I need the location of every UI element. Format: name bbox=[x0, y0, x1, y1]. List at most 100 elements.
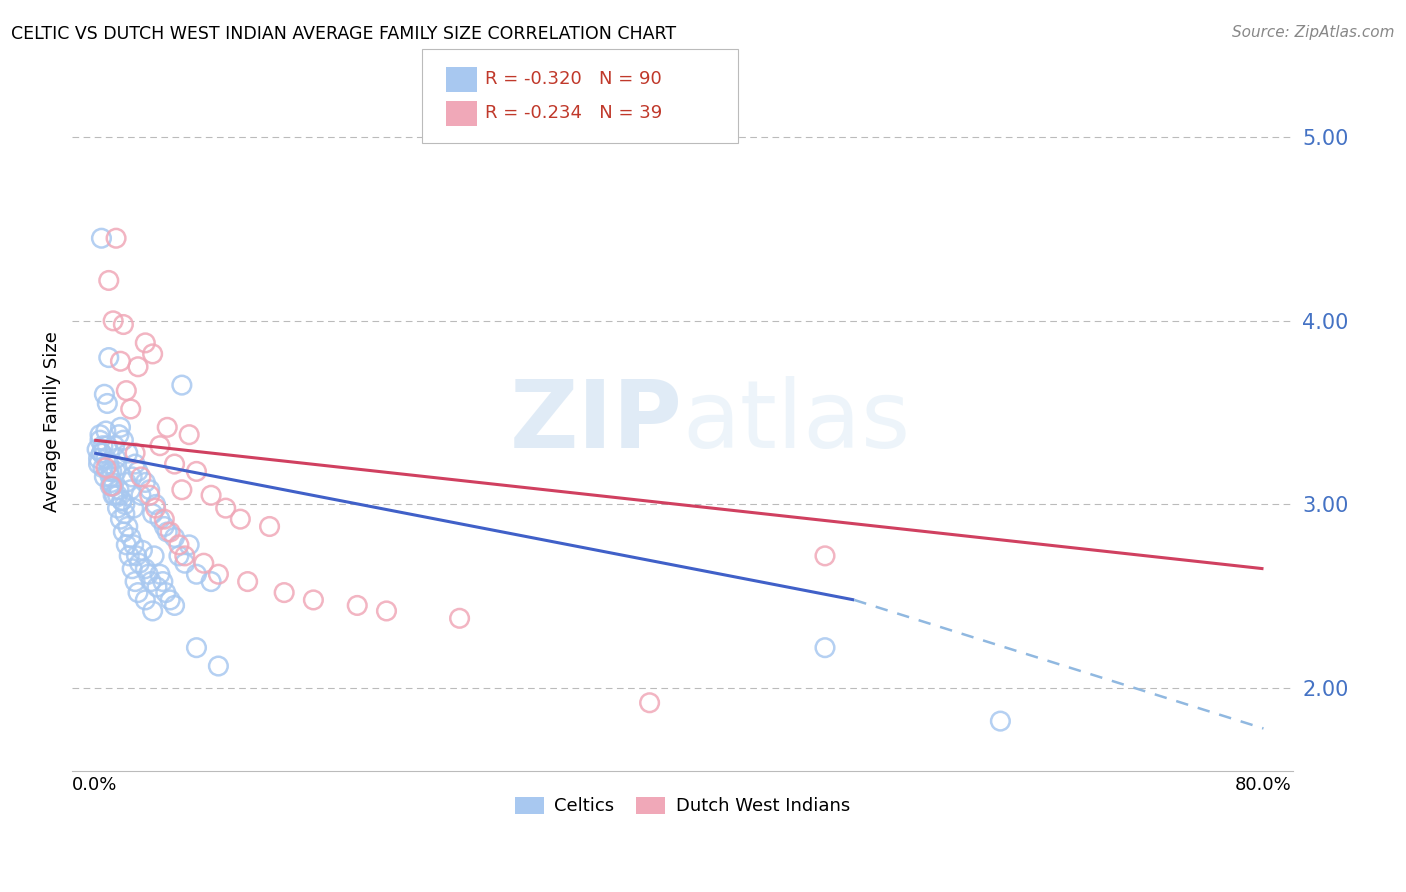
Point bbox=[107, 488, 129, 502]
Point bbox=[129, 488, 152, 502]
Point bbox=[87, 457, 110, 471]
Point bbox=[170, 483, 193, 497]
Point bbox=[215, 501, 238, 516]
Point bbox=[104, 488, 127, 502]
Point bbox=[207, 567, 229, 582]
Point bbox=[814, 549, 837, 563]
Point bbox=[173, 556, 195, 570]
Point bbox=[229, 512, 252, 526]
Point bbox=[167, 538, 190, 552]
Point bbox=[142, 604, 165, 618]
Point bbox=[110, 354, 132, 368]
Point bbox=[86, 442, 108, 457]
Point bbox=[638, 696, 661, 710]
Point bbox=[122, 538, 145, 552]
Point bbox=[179, 427, 201, 442]
Point bbox=[129, 470, 152, 484]
Legend: Celtics, Dutch West Indians: Celtics, Dutch West Indians bbox=[506, 788, 859, 824]
Point bbox=[105, 231, 128, 245]
Point bbox=[101, 479, 124, 493]
Point bbox=[173, 549, 195, 563]
Point bbox=[120, 483, 142, 497]
Point bbox=[122, 501, 145, 516]
Point bbox=[236, 574, 259, 589]
Point bbox=[124, 574, 146, 589]
Point bbox=[90, 446, 112, 460]
Text: ZIP: ZIP bbox=[509, 376, 682, 467]
Point bbox=[145, 498, 167, 512]
Point bbox=[100, 464, 122, 478]
Point bbox=[155, 585, 177, 599]
Point bbox=[108, 427, 131, 442]
Point bbox=[156, 524, 179, 539]
Point bbox=[124, 457, 146, 471]
Point bbox=[814, 640, 837, 655]
Point bbox=[100, 475, 122, 490]
Point bbox=[91, 460, 114, 475]
Point bbox=[96, 439, 118, 453]
Point bbox=[141, 574, 163, 589]
Point bbox=[115, 538, 138, 552]
Point bbox=[89, 427, 111, 442]
Point bbox=[152, 574, 174, 589]
Point bbox=[110, 420, 132, 434]
Point bbox=[136, 567, 159, 582]
Point bbox=[193, 556, 215, 570]
Point bbox=[97, 457, 120, 471]
Point bbox=[170, 378, 193, 392]
Point bbox=[93, 470, 115, 484]
Point bbox=[114, 498, 136, 512]
Point bbox=[118, 549, 141, 563]
Point bbox=[200, 488, 222, 502]
Point bbox=[302, 593, 325, 607]
Point bbox=[108, 483, 131, 497]
Point bbox=[107, 501, 129, 516]
Point bbox=[186, 567, 208, 582]
Point bbox=[163, 457, 186, 471]
Point bbox=[120, 402, 142, 417]
Point bbox=[186, 464, 208, 478]
Point bbox=[149, 567, 172, 582]
Point bbox=[127, 464, 149, 478]
Point bbox=[273, 585, 295, 599]
Text: R = -0.320   N = 90: R = -0.320 N = 90 bbox=[485, 70, 662, 88]
Point bbox=[449, 611, 471, 625]
Point bbox=[120, 531, 142, 545]
Point bbox=[90, 231, 112, 245]
Point bbox=[163, 531, 186, 545]
Point bbox=[111, 493, 134, 508]
Point bbox=[128, 556, 150, 570]
Point bbox=[200, 574, 222, 589]
Point bbox=[346, 599, 368, 613]
Point bbox=[110, 512, 132, 526]
Point bbox=[93, 387, 115, 401]
Y-axis label: Average Family Size: Average Family Size bbox=[44, 332, 60, 512]
Point bbox=[186, 640, 208, 655]
Point bbox=[114, 507, 136, 521]
Point bbox=[146, 580, 169, 594]
Point bbox=[145, 501, 167, 516]
Point bbox=[142, 507, 165, 521]
Point bbox=[138, 483, 160, 497]
Point bbox=[98, 470, 121, 484]
Point bbox=[143, 549, 166, 563]
Text: atlas: atlas bbox=[682, 376, 911, 467]
Point bbox=[121, 562, 143, 576]
Point bbox=[97, 351, 120, 365]
Point bbox=[97, 464, 120, 478]
Point bbox=[94, 460, 117, 475]
Point bbox=[153, 519, 176, 533]
Point bbox=[115, 384, 138, 398]
Point bbox=[112, 318, 135, 332]
Point bbox=[117, 446, 139, 460]
Point bbox=[105, 464, 128, 478]
Point bbox=[153, 512, 176, 526]
Point bbox=[115, 475, 138, 490]
Point bbox=[105, 451, 128, 466]
Point bbox=[121, 470, 143, 484]
Point bbox=[149, 512, 172, 526]
Point bbox=[94, 424, 117, 438]
Point bbox=[100, 479, 122, 493]
Point bbox=[125, 549, 148, 563]
Point bbox=[104, 439, 127, 453]
